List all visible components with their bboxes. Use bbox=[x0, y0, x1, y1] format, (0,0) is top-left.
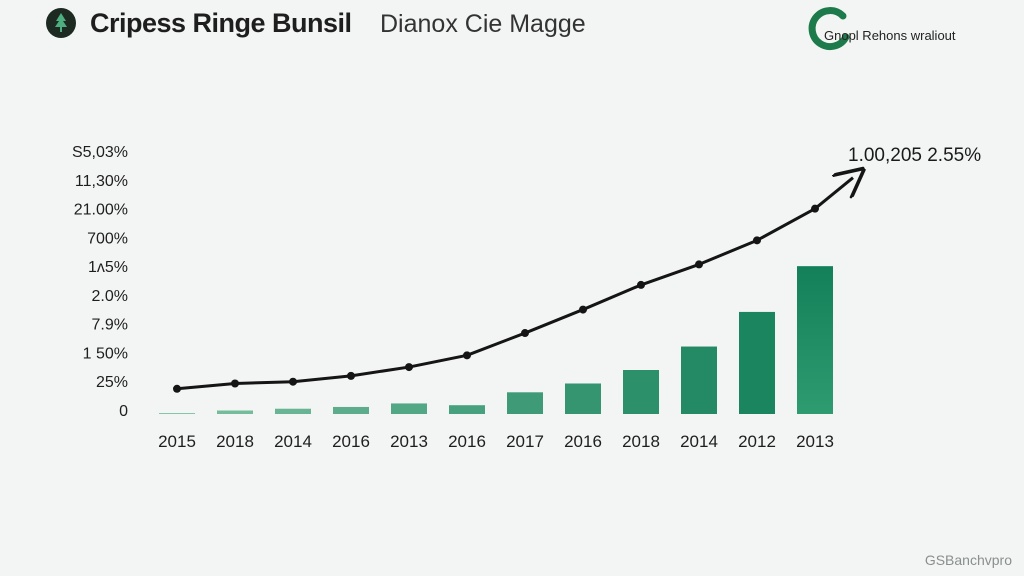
x-tick-label: 2018 bbox=[216, 432, 254, 451]
page-subtitle: Dianox Cie Magge bbox=[380, 10, 586, 38]
line-point bbox=[173, 384, 181, 393]
bar bbox=[159, 413, 195, 414]
y-tick-label: 2.0% bbox=[92, 288, 128, 305]
line-point bbox=[695, 260, 703, 269]
watermark: GSBanchvpro bbox=[924, 552, 1012, 568]
line-point bbox=[405, 363, 413, 372]
x-tick-label: 2016 bbox=[448, 432, 486, 451]
y-tick-label: 25% bbox=[96, 374, 128, 391]
line-point bbox=[231, 379, 239, 388]
x-tick-label: 2016 bbox=[332, 432, 370, 451]
x-tick-label: 2015 bbox=[158, 432, 196, 451]
brand-logo: Gnopl Rehons wraliout bbox=[806, 4, 1016, 52]
y-tick-label: 11,30% bbox=[75, 173, 128, 190]
x-tick-label: 2013 bbox=[390, 432, 428, 451]
line-series bbox=[173, 178, 853, 393]
bar bbox=[797, 266, 833, 414]
y-tick-label: 700% bbox=[87, 230, 128, 247]
trend-arrow bbox=[814, 178, 853, 210]
bar bbox=[217, 410, 253, 414]
x-tick-label: 2013 bbox=[796, 432, 834, 451]
y-tick-label: S5,03% bbox=[72, 144, 128, 161]
bar bbox=[681, 346, 717, 414]
x-tick-label: 2016 bbox=[564, 432, 602, 451]
brand-text: Gnopl Rehons wraliout bbox=[824, 28, 956, 43]
bar bbox=[275, 408, 311, 414]
header: Cripess Ringe Bunsil Dianox Cie Magge Gn… bbox=[0, 0, 1024, 52]
bar bbox=[507, 392, 543, 414]
y-tick-label: 1ʌ5% bbox=[88, 259, 128, 276]
line-point bbox=[347, 371, 355, 380]
y-tick-label: 0 bbox=[119, 403, 128, 420]
bar bbox=[449, 405, 485, 414]
bar bbox=[333, 406, 369, 414]
line-point bbox=[289, 377, 297, 386]
trend-line bbox=[176, 207, 816, 391]
x-tick-label: 2012 bbox=[738, 432, 776, 451]
line-point bbox=[579, 305, 587, 314]
tree-logo-icon bbox=[46, 8, 76, 38]
bar bbox=[565, 383, 601, 414]
y-tick-label: 21.00% bbox=[74, 202, 128, 219]
bar bbox=[739, 311, 775, 414]
line-point bbox=[463, 351, 471, 360]
y-axis-labels: S5,03% 11,30% 21.00% 700% 1ʌ5% 2.0% 7.9% 1 50% 2… bbox=[72, 144, 128, 420]
line-point bbox=[753, 236, 761, 245]
page-title: Cripess Ringe Bunsil bbox=[90, 8, 352, 38]
y-tick-label: 1 50% bbox=[83, 345, 128, 362]
brand-ring-icon bbox=[808, 7, 850, 51]
line-point bbox=[637, 280, 645, 289]
bar bbox=[391, 403, 427, 414]
x-tick-label: 2014 bbox=[680, 432, 718, 451]
trend-annotation: 1.00,205 2.55% bbox=[848, 145, 981, 166]
x-tick-label: 2018 bbox=[622, 432, 660, 451]
bar bbox=[623, 370, 659, 414]
line-point bbox=[521, 329, 529, 338]
x-axis-labels: 2015 2018 2014 2016 2013 2016 2017 2016 2018 2014… bbox=[158, 432, 834, 451]
y-tick-label: 7.9% bbox=[92, 317, 128, 334]
bar-series bbox=[159, 266, 833, 414]
x-tick-label: 2017 bbox=[506, 432, 544, 451]
x-tick-label: 2014 bbox=[274, 432, 312, 451]
